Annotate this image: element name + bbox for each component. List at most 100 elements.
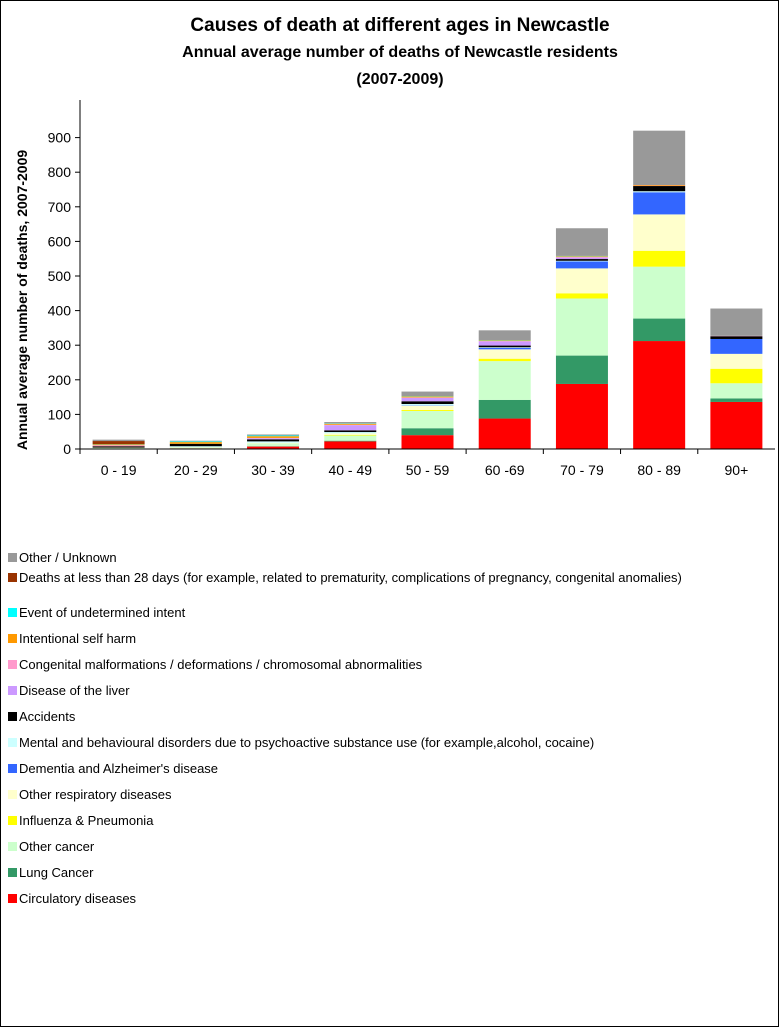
legend-item: Intentional self harm [8,632,768,645]
bar-segment [555,383,608,449]
bar-segment [247,443,300,447]
x-tick-label: 40 - 49 [328,462,372,478]
bar-segment [169,447,222,449]
legend-item: Other / Unknown [8,551,768,564]
bar-segment [633,191,686,193]
legend-swatch [8,816,17,825]
legend-label: Influenza & Pneumonia [19,813,154,828]
bar-segment [324,433,377,435]
y-axis-label: Annual average number of deaths, 2007-20… [14,150,30,451]
bar-segment [710,336,763,339]
bar-segment [478,349,531,359]
legend-item: Lung Cancer [8,866,768,879]
legend-label: Other respiratory diseases [19,787,172,802]
bar-segment [169,441,222,443]
bar-segment [555,355,608,384]
legend-item: Other respiratory diseases [8,788,768,801]
legend-item: Circulatory diseases [8,892,768,905]
x-tick-label: 50 - 59 [406,462,450,478]
bar-segment [555,256,608,258]
bar-segment [478,418,531,449]
bar-segment [555,261,608,269]
bar-segment [401,428,454,436]
legend-label: Circulatory diseases [19,891,137,906]
bar-segment [247,439,300,442]
bar-segment [401,435,454,449]
bar-segment [324,425,377,431]
legend-swatch [8,712,17,721]
bar-segment [710,368,763,384]
bar-segment [92,445,145,447]
bar-segment [324,423,377,425]
legend-label: Event of undetermined intent [19,605,186,620]
y-tick-label: 800 [48,164,72,180]
bar-segment [247,436,300,438]
chart-subtitle: Annual average number of deaths of Newca… [182,44,618,61]
legend-label: Intentional self harm [19,631,137,646]
legend-swatch [8,764,17,773]
bar-segment [710,398,763,402]
bar-segment [401,404,454,406]
bar-segment [169,446,222,447]
bar-segment [633,130,686,186]
bar-segment [633,185,686,186]
y-tick-label: 300 [48,337,72,353]
bar-segment [555,256,608,257]
bar-segment [324,422,377,424]
legend-label: Mental and behavioural disorders due to … [19,735,595,750]
bar-segment [710,383,763,399]
bar-segment [401,410,454,429]
x-tick-label: 30 - 39 [251,462,295,478]
legend-label: Other cancer [19,839,95,854]
bar-segment [247,441,300,443]
bar-segment [247,435,300,437]
legend-label: Congenital malformations / deformations … [19,657,423,672]
bar-segment [92,444,145,446]
bar-segment [478,399,531,419]
bar-segment [555,257,608,260]
bar-segment [710,308,763,336]
legend-label: Accidents [19,709,76,724]
bar-segment [247,438,300,440]
bar-segment [401,391,454,397]
x-tick-label: 70 - 79 [560,462,604,478]
bar-segment [633,214,686,251]
y-tick-label: 900 [48,130,72,146]
legend-swatch [8,573,17,582]
bar-segment [710,353,763,369]
bar-segment [169,442,222,444]
legend-swatch [8,553,17,562]
bar-segment [633,192,686,215]
bar-segment [478,330,531,341]
bar-segment [324,434,377,436]
bar-segment [478,341,531,346]
legend-item: Congenital malformations / deformations … [8,658,768,671]
legend-swatch [8,738,17,747]
bar-segment [401,405,454,410]
bar-segment [324,432,377,434]
bar-segment [169,440,222,442]
bar-segment [478,340,531,342]
legend-swatch [8,868,17,877]
y-tick-label: 0 [63,441,71,457]
bar-segment [324,430,377,433]
bar-segment [633,186,686,192]
legend-swatch [8,894,17,903]
bar-segment [555,268,608,294]
legend-item: Mental and behavioural disorders due to … [8,736,768,749]
legend-label: Disease of the liver [19,683,130,698]
bar-segment [478,347,531,348]
x-tick-label: 0 - 19 [101,462,137,478]
legend-swatch [8,686,17,695]
bar-segment [247,446,300,449]
y-tick-label: 400 [48,303,72,319]
bar-segment [478,361,531,400]
bar-segment [633,318,686,342]
bar-segment [555,259,608,261]
legend-item: Accidents [8,710,768,723]
bar-segment [324,440,377,442]
legend-swatch [8,608,17,617]
legend-item: Disease of the liver [8,684,768,697]
